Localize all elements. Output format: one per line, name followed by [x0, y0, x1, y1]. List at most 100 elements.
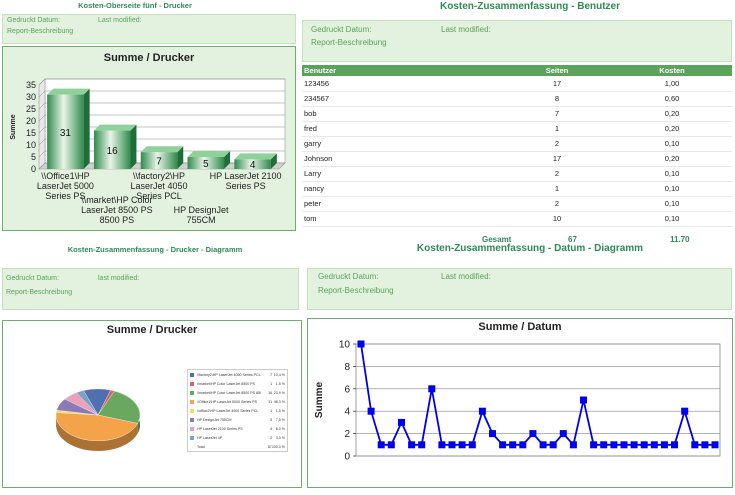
- user-cost-table: Benutzer Seiten Kosten 123456 17 1,00 23456…: [302, 65, 732, 227]
- total-pages: 67: [568, 235, 577, 244]
- last-modified-label: Last modified:: [441, 272, 491, 281]
- printer-chart-info-box: Gedruckt Datum: last modified: Report-Be…: [2, 268, 299, 310]
- legend-swatch: [190, 373, 194, 378]
- bar-chart-panel: Summe / Drucker 0 5 10 15 20 25 30 35 Summe 31 16 7…: [2, 46, 296, 231]
- table-row: garry 2 0,10: [302, 136, 732, 152]
- legend-percent: 6,0 %: [275, 426, 285, 431]
- data-point-marker: [660, 441, 668, 449]
- legend-value: 5: [270, 417, 273, 422]
- printed-date-label: Gedruckt Datum:: [7, 17, 60, 24]
- y-gridline-side: [38, 162, 46, 170]
- cell-cost: 0,20: [612, 106, 732, 122]
- bar-value-label: 5: [203, 159, 209, 170]
- cell-user: 234567: [302, 91, 502, 107]
- legend-swatch: [190, 417, 194, 422]
- cell-pages: 1: [502, 181, 612, 197]
- pie-chart: [55, 388, 141, 451]
- data-point-marker: [549, 441, 557, 449]
- y-tick-label: 10: [339, 340, 351, 351]
- legend-percent: 46,3 %: [273, 400, 285, 405]
- bar: [93, 130, 131, 169]
- y-gridline-side: [38, 102, 46, 110]
- bar-side: [130, 124, 137, 169]
- line-chart-title: Summe / Datum: [478, 321, 562, 333]
- legend-swatch: [190, 382, 194, 387]
- y-tick-label: 4: [344, 407, 350, 418]
- column-header-pages: Seiten: [502, 65, 612, 76]
- bar-value-label: 7: [156, 157, 162, 168]
- legend-value: 7: [270, 373, 273, 378]
- data-point-marker: [418, 441, 426, 449]
- pie-chart-panel: Summe / Drucker \\factory2\HP LaserJet 4…: [2, 320, 302, 488]
- cell-cost: 0,60: [612, 91, 732, 107]
- y-gridline-side: [38, 114, 46, 122]
- legend-label: HP DesignJet 755CM: [197, 417, 232, 422]
- data-point-marker: [590, 441, 598, 449]
- legend-swatch: [190, 409, 194, 413]
- pie-slice-side: [56, 412, 138, 451]
- y-gridline-side: [38, 126, 46, 134]
- cell-cost: 1,00: [612, 76, 732, 92]
- data-point-marker: [681, 407, 689, 415]
- legend-percent: 1,5 %: [275, 409, 285, 413]
- x-category-label: \\market\HP Color LaserJet 8500 PS 8500 PS: [81, 195, 153, 225]
- bar-top: [140, 146, 184, 153]
- plot-area: [355, 343, 721, 457]
- cell-cost: 0,10: [612, 196, 732, 212]
- pie-legend-item: \\factory2\HP LaserJet 4050 Series PCL 7 1…: [190, 371, 285, 380]
- bar: [47, 94, 84, 169]
- legend-label: \\factory2\HP LaserJet 4050 Series PCL: [197, 373, 261, 378]
- cell-user: 123456: [302, 76, 502, 92]
- table-row: nancy 1 0,10: [302, 181, 732, 197]
- bar-side: [83, 88, 90, 169]
- user-cost-table-wrap: Benutzer Seiten Kosten 123456 17 1,00 23456…: [302, 65, 732, 227]
- data-point-marker: [367, 407, 375, 415]
- table-row: bob 7 0,20: [302, 106, 732, 122]
- y-axis-label: Summe: [314, 382, 325, 419]
- cell-cost: 0,10: [612, 166, 732, 182]
- bar-value-label: 4: [250, 160, 256, 171]
- legend-swatch: [190, 400, 194, 405]
- y-tick-label: 8: [344, 362, 350, 373]
- legend-swatch: [190, 435, 194, 440]
- cell-pages: 2: [502, 136, 612, 152]
- bar-side: [177, 146, 184, 169]
- user-report-info-box: Gedruckt Datum: Last modified: Report-Be…: [302, 20, 732, 62]
- legend-value: 1: [270, 409, 273, 413]
- data-point-marker: [489, 430, 496, 438]
- cell-user: tom: [302, 211, 502, 227]
- printer-report-title: Kosten-Oberseite fünf - Drucker: [78, 1, 192, 10]
- data-point-marker: [428, 385, 436, 393]
- y-tick-label: 20: [26, 116, 36, 126]
- cell-user: fred: [302, 121, 502, 137]
- cell-cost: 0,20: [612, 121, 732, 137]
- line-chart-panel: Summe / Datum 0 2 4 6 8 10 Summe: [307, 318, 733, 488]
- last-modified-label: last modified:: [98, 275, 140, 282]
- data-point-marker: [600, 441, 608, 449]
- bar-top: [47, 88, 90, 95]
- table-row: Johnson 17 0,20: [302, 151, 732, 167]
- data-point-marker: [357, 340, 365, 348]
- cell-pages: 1: [502, 121, 612, 137]
- last-modified-label: Last modified:: [98, 17, 142, 24]
- y-axis-label: Summe: [10, 114, 17, 139]
- data-point-marker: [630, 441, 638, 449]
- legend-label: HP LaserJet 2100 Series PS: [197, 426, 243, 431]
- data-point-marker: [398, 418, 405, 426]
- legend-percent: 1,5 %: [275, 382, 285, 387]
- printer-chart-report-title: Kosten-Zusammenfassung - Drucker - Diagr…: [67, 245, 243, 254]
- data-point-marker: [458, 441, 466, 449]
- y-gridline-side: [38, 78, 46, 86]
- cell-cost: 0,20: [612, 151, 732, 167]
- y-tick-label: 5: [31, 152, 36, 162]
- pie-legend-item: \\market\HP Color LaserJet 8500 PS 8500 …: [190, 389, 285, 398]
- y-tick-label: 35: [26, 80, 36, 90]
- data-point-marker: [499, 441, 507, 449]
- y-tick-label: 30: [26, 92, 36, 102]
- data-point-marker: [559, 430, 567, 438]
- legend-label: \\office2\HP LaserJet 4000 Series PCL: [197, 409, 259, 413]
- bar-value-label: 16: [107, 146, 119, 157]
- legend-percent: 10,4 %: [273, 373, 285, 378]
- bar: [140, 152, 178, 169]
- cell-user: nancy: [302, 181, 502, 197]
